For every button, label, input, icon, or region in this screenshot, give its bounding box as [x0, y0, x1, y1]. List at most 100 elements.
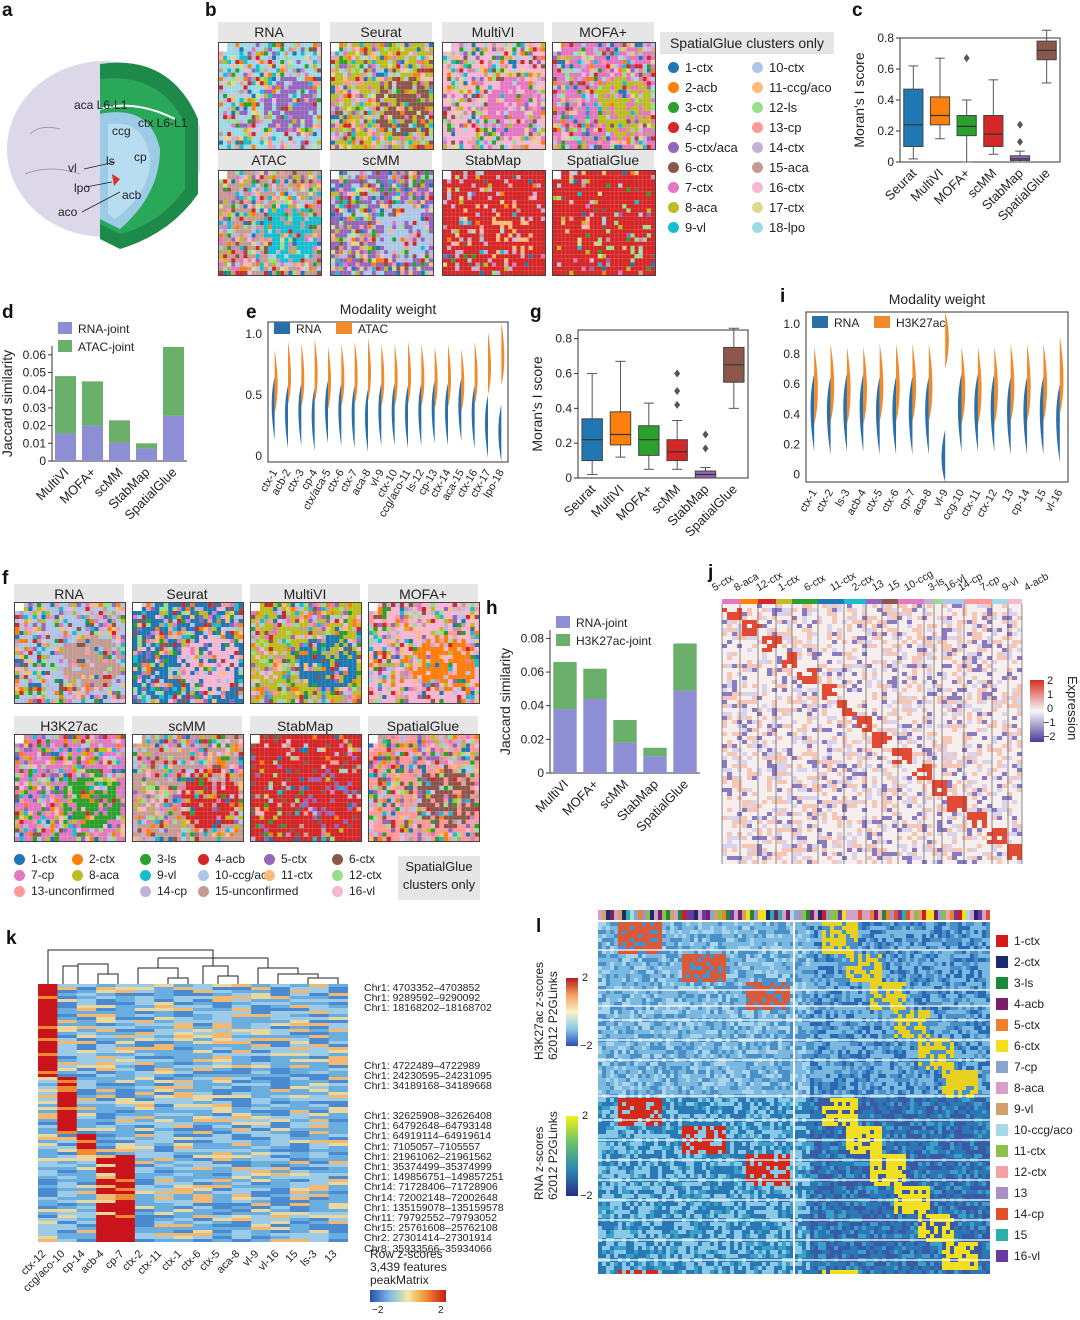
violin-half-a — [365, 388, 368, 453]
violin-vl-16 — [1056, 336, 1064, 463]
bar-ATAC-joint-scMM — [108, 420, 131, 443]
violin-half-a — [271, 376, 275, 441]
outlier — [702, 430, 709, 439]
violin-half-b — [394, 343, 398, 408]
legend-swatch — [556, 616, 570, 628]
legend-swatch — [668, 142, 679, 153]
map-title: Seurat — [330, 22, 432, 42]
spatial-map — [552, 42, 656, 150]
k-row-annotation: Chr11: 79792552–79793052 — [364, 1212, 497, 1224]
violin-half-b — [434, 346, 438, 410]
violin-half-b — [977, 346, 982, 425]
map-title: MultiVI — [442, 22, 544, 42]
bar-RNA-joint-SpatialGlue — [673, 690, 697, 773]
box — [929, 96, 951, 126]
j-cluster-label: 15 — [886, 578, 902, 594]
violin-ctx-5 — [876, 343, 884, 455]
violin-half-a — [391, 382, 395, 447]
label-ccg: ccg — [112, 124, 131, 138]
k-heatmap — [38, 984, 349, 1242]
k-dendrogram — [38, 944, 358, 984]
violin-half-a — [298, 382, 302, 447]
j-cluster-segment — [740, 599, 758, 607]
boxplot-c: 0 0.2 0.4 0.6 0.8 Moran's I score Seurat MultiV… — [850, 28, 1075, 278]
l-top-label-line: H3K27ac z-scores — [532, 962, 546, 1060]
violin-ctx/aca-5 — [325, 346, 331, 444]
j-cluster-segment — [844, 599, 866, 607]
spatial-map — [442, 170, 546, 276]
bar-RNA-joint-MOFA+ — [583, 698, 607, 773]
legend-label: 1-ctx — [31, 852, 57, 866]
legend-label: 9-vl — [157, 868, 176, 882]
violin-half-a — [378, 382, 382, 447]
panel-label-d: d — [2, 302, 14, 324]
bar-H3K27ac-joint-scMM — [613, 720, 637, 743]
legend-item: 8-aca — [996, 1081, 1044, 1095]
legend-label: ATAC — [358, 322, 389, 336]
y-axis-label: Moran's I score — [529, 356, 545, 451]
legend-item: 9-vl — [668, 220, 706, 235]
j-cluster-bar — [722, 594, 1022, 607]
violin-half-b — [501, 322, 505, 386]
legend-label: 10-ccg/aco — [215, 868, 274, 882]
violin-acb-4 — [859, 346, 867, 452]
y-tick-label: 0.8 — [555, 332, 572, 346]
legend-label: 6-ctx — [1014, 1039, 1040, 1053]
k-row-annotation: Chr1: 4722489–4722989 — [364, 1060, 480, 1072]
violin-half-b — [461, 348, 465, 413]
box-MultiVI — [929, 57, 951, 140]
legend-swatch — [752, 142, 763, 153]
plot-frame — [267, 321, 509, 463]
legend-label: 5-ctx — [1014, 1018, 1040, 1032]
y-tick-label: 0.02 — [521, 732, 545, 746]
violin-ctx-14 — [445, 343, 451, 447]
violin-vl-9 — [378, 343, 385, 447]
legend-label: H3K27ac — [896, 316, 945, 330]
x-tick-label: vl-16 — [1043, 488, 1065, 515]
j-heat-cells — [722, 604, 1022, 864]
legend-item: 15-aca — [752, 160, 809, 175]
map-title: Seurat — [132, 584, 242, 604]
legend-label: 14-cp — [1014, 1207, 1044, 1221]
violin-half-a — [908, 376, 913, 455]
violin-half-b — [945, 312, 949, 370]
k-row-annotation: Chr1: 32625908–32626408 — [364, 1110, 492, 1122]
violin-half-a — [458, 378, 462, 442]
violin-half-b — [474, 341, 478, 405]
violin-ctx-16 — [471, 341, 478, 449]
violin-cp-14 — [1023, 343, 1031, 455]
violin-half-b — [1059, 336, 1064, 415]
legend-item: 8-aca — [72, 868, 119, 882]
spatial-map — [330, 170, 434, 276]
map-title: StabMap — [250, 716, 360, 736]
violin-half-a — [826, 376, 831, 455]
k-row-annotation: Chr1: 34189168–34189668 — [364, 1080, 492, 1092]
violin-half-b — [961, 346, 966, 425]
legend-label: 16-vl — [349, 884, 375, 898]
legend-item: 11-ctx — [264, 868, 313, 882]
violin-ctx-7 — [351, 341, 358, 449]
box-scMM — [666, 369, 688, 470]
legend-item: 7-ctx — [668, 180, 713, 195]
y-tick-label: 0.02 — [23, 419, 47, 433]
y-tick-label: 0 — [39, 454, 46, 468]
l-top-label: H3K27ac z-scores 62012 P2GLinks — [532, 962, 560, 1060]
legend-swatch — [752, 202, 763, 213]
y-tick-label: 0.06 — [23, 348, 47, 362]
legend-item: 2-ctx — [72, 852, 115, 866]
violin-half-a — [338, 382, 342, 447]
violin-half-b — [354, 341, 358, 405]
legend-swatch — [336, 322, 352, 334]
violin-half-b — [328, 346, 331, 410]
legend-item: 12-ls — [752, 100, 797, 115]
legend-l: 1-ctx 2-ctx 3-ls 4-acb 5-ctx 6-ctx 7-cp 8-aca 9-… — [996, 934, 1080, 1270]
l-bottom-scale-min: −2 — [580, 1190, 593, 1202]
legend-label: 7-cp — [1014, 1060, 1037, 1074]
legend-label: 16-vl — [1014, 1249, 1040, 1263]
legend-item: 5-ctx/aca — [668, 140, 738, 155]
spatial-spots — [133, 603, 243, 703]
legend-label: 4-cp — [685, 120, 710, 135]
k-row-annotation: Chr1: 35374499–35374999 — [364, 1161, 492, 1173]
spatial-map — [330, 42, 434, 150]
violin-cp-13 — [431, 346, 438, 444]
